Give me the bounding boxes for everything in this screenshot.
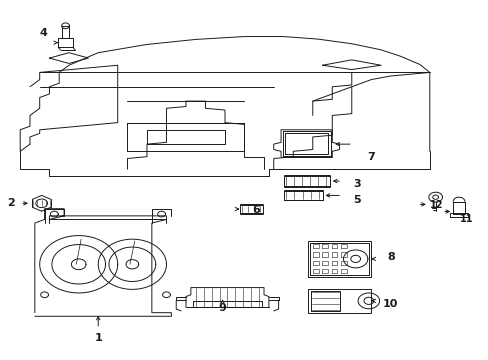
Text: 3: 3 <box>352 179 360 189</box>
Text: 12: 12 <box>429 200 443 210</box>
Text: 4: 4 <box>40 28 47 38</box>
Text: 10: 10 <box>382 299 398 309</box>
Text: 11: 11 <box>459 215 472 224</box>
Text: 5: 5 <box>352 195 360 205</box>
Text: 7: 7 <box>366 152 374 162</box>
Text: 9: 9 <box>218 303 226 314</box>
Text: 1: 1 <box>94 333 102 343</box>
Text: 8: 8 <box>386 252 394 262</box>
Text: 2: 2 <box>7 198 15 208</box>
Text: 6: 6 <box>251 206 259 216</box>
